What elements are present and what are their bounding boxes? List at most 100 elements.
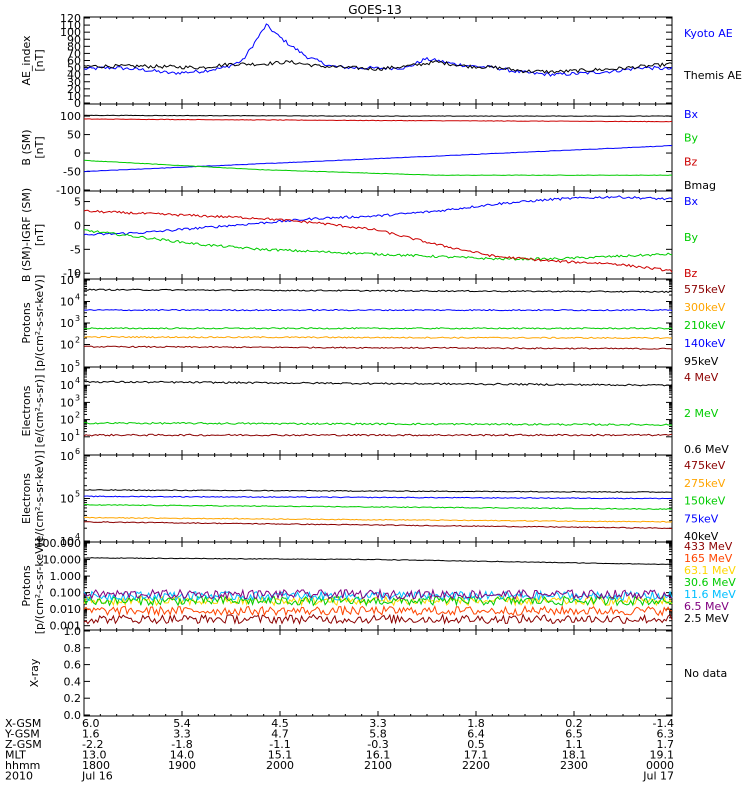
y-tick-label: 90 xyxy=(67,33,81,46)
y-tick-label: 50 xyxy=(67,62,81,75)
y-tick-label: 0.001 xyxy=(50,620,82,633)
y-tick-label: 0 xyxy=(74,147,81,160)
series-line xyxy=(83,209,673,273)
y-axis-label: [p/(cm²-s-sr-keV)] xyxy=(33,538,46,635)
x-cell-value: 3.3 xyxy=(173,728,191,741)
y-tick-label: 10 xyxy=(60,414,74,427)
y-tick-label: 5 xyxy=(74,196,81,209)
series-line xyxy=(83,433,673,437)
x-cell-value: 0000 xyxy=(646,759,674,772)
y-tick-label: 70 xyxy=(67,47,81,60)
x-cell-value: 6.0 xyxy=(82,717,100,730)
plot-title: GOES-13 xyxy=(348,3,402,17)
y-axis-label: X-ray xyxy=(28,658,41,687)
y-tick-label: -100 xyxy=(56,184,81,197)
series-line xyxy=(83,59,673,74)
y-axis-label: [nT] xyxy=(33,49,46,71)
series-line xyxy=(83,118,673,123)
series-line xyxy=(83,308,673,312)
series-line xyxy=(83,495,673,500)
legend-label: Bx xyxy=(684,195,699,208)
y-axis-label: Protons xyxy=(20,565,33,606)
legend-label: 0.6 MeV xyxy=(684,443,729,456)
y-tick-label: 80 xyxy=(67,40,81,53)
y-axis-label: [e/(cm²-s-sr-keV)] xyxy=(33,450,46,546)
series-line xyxy=(83,114,672,117)
y-tick-label: 10 xyxy=(60,431,74,444)
legend-label: Bx xyxy=(684,108,699,121)
y-axis-label: Protons xyxy=(20,302,33,343)
x-cell-value: 19.1 xyxy=(650,749,675,762)
x-cell-value: 5.8 xyxy=(369,728,387,741)
panel-frame xyxy=(83,190,673,280)
y-tick-label: 110 xyxy=(60,19,81,32)
y-tick-label: 0.2 xyxy=(64,692,82,705)
series-line xyxy=(83,159,673,176)
legend-label: By xyxy=(684,132,699,145)
series-line xyxy=(83,345,673,350)
no-data-note: No data xyxy=(684,667,727,680)
x-cell-value: 1.1 xyxy=(565,738,583,751)
legend-label: 4 MeV xyxy=(684,371,719,384)
y-tick-label: 100.000 xyxy=(36,537,82,550)
panel-frame xyxy=(83,16,673,105)
series-line xyxy=(84,557,673,566)
series-line xyxy=(83,380,673,387)
y-tick-exponent: 4 xyxy=(75,293,80,302)
y-tick-label: 10 xyxy=(60,274,74,287)
series-line xyxy=(83,489,673,493)
legend-label: 30.6 MeV xyxy=(684,576,736,589)
x-cell-value: 4.5 xyxy=(271,717,289,730)
x-cell-value: 6.4 xyxy=(467,728,485,741)
y-tick-exponent: 5 xyxy=(75,271,80,280)
series-line xyxy=(83,516,673,523)
x-row-label: Z-GSM xyxy=(5,738,42,751)
x-axis-table: X-GSM 6.0 5.4 4.5 3.3 1.8 0.2 -1.4 Y-GSM 1.6 3.3 4.… xyxy=(4,717,674,783)
panel-7: 0.001 0.010 0.100 1.000 10.000 100.000 Protons… xyxy=(20,537,736,634)
y-axis-label: B (SM) xyxy=(20,129,33,165)
legend-label: 475keV xyxy=(684,459,726,472)
y-tick-exponent: 2 xyxy=(75,411,80,420)
series-line xyxy=(84,504,673,510)
x-cell-value: 1900 xyxy=(168,759,196,772)
y-axis-label: AE_index xyxy=(20,35,33,86)
y-tick-label: 10 xyxy=(60,450,74,463)
y-tick-label: 10 xyxy=(60,339,74,352)
legend-label: 433 MeV xyxy=(684,540,733,553)
y-axis-label: [e/(cm²-s-sr)] xyxy=(33,375,46,448)
x-cell-value: -1.1 xyxy=(269,738,290,751)
y-tick-label: 0.4 xyxy=(64,675,82,688)
y-tick-exponent: 2 xyxy=(75,336,80,345)
series-line xyxy=(83,421,673,427)
y-tick-label: 10.000 xyxy=(43,554,82,567)
y-tick-label: 120 xyxy=(60,12,81,25)
series-line xyxy=(83,144,673,173)
x-cell-value: 6.5 xyxy=(565,728,583,741)
x-cell-value: 0.5 xyxy=(467,738,485,751)
x-cell-value: -0.3 xyxy=(367,738,388,751)
series-line xyxy=(83,327,673,330)
x-cell-value: 5.4 xyxy=(173,717,191,730)
y-tick-label: 30 xyxy=(67,76,81,89)
y-axis-label: [nT] xyxy=(33,224,46,246)
y-tick-label: 0 xyxy=(74,97,81,110)
legend-label: By xyxy=(684,231,699,244)
panel-2: -100 -50 0 50 100 B (SM) [nT] Bx By Bz Bmag xyxy=(20,103,716,197)
x-cell-value: 2200 xyxy=(462,759,490,772)
series-line xyxy=(83,588,673,601)
y-axis-label: B (SM)-IGRF (SM) xyxy=(20,188,33,282)
y-tick-label: 0.6 xyxy=(64,659,82,672)
series-line xyxy=(83,335,673,340)
y-tick-label: 40 xyxy=(67,69,81,82)
panel-3: -10 -5 0 5 B (SM)-IGRF (SM) [nT] Bx By Bz xyxy=(20,188,699,282)
y-tick-label: 0.8 xyxy=(64,642,82,655)
y-tick-label: 0.0 xyxy=(64,709,82,722)
y-tick-label: 10 xyxy=(60,317,74,330)
x-cell-value: -2.2 xyxy=(82,738,103,751)
y-tick-label: 60 xyxy=(67,55,81,68)
y-tick-label: -10 xyxy=(63,267,81,280)
